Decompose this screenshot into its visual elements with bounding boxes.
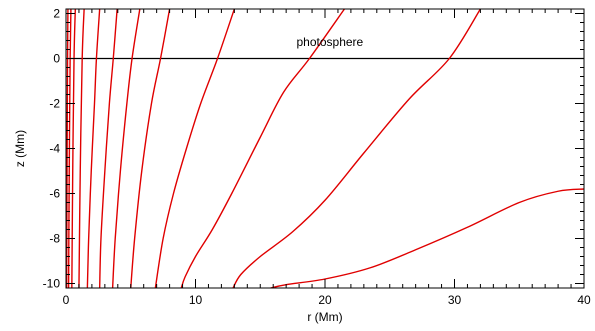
y-tick-label: -10	[43, 277, 61, 291]
y-tick-label: -2	[49, 97, 60, 111]
field-line-7	[111, 9, 141, 288]
field-line-4	[78, 9, 85, 288]
field-line-9	[154, 9, 236, 288]
field-line-11	[232, 9, 481, 288]
field-line-5	[86, 9, 101, 288]
y-axis-label: z (Mm)	[13, 130, 27, 167]
y-tick-label: -8	[49, 232, 60, 246]
field-line-1	[66, 9, 69, 288]
field-line-3	[71, 9, 77, 288]
y-tick-label: 2	[53, 7, 60, 21]
y-tick-label: -6	[49, 187, 60, 201]
x-tick-label: 20	[318, 293, 332, 307]
y-tick-label: 0	[53, 52, 60, 66]
field-line-2	[67, 9, 72, 288]
photosphere-label: photosphere	[297, 35, 364, 49]
x-tick-label: 10	[189, 293, 203, 307]
x-tick-label: 30	[448, 293, 462, 307]
plot-lines	[66, 9, 584, 288]
field-line-6	[98, 9, 118, 288]
x-axis-ticks: 0 10 20 30 40	[63, 9, 591, 307]
y-tick-label: -4	[49, 142, 60, 156]
x-tick-label: 40	[577, 293, 591, 307]
x-tick-label: 0	[63, 293, 70, 307]
y-axis-ticks: -10 -8 -6 -4 -2 0 2	[43, 7, 584, 291]
field-line-8	[130, 9, 171, 288]
field-line-12	[270, 188, 584, 288]
x-axis-label: r (Mm)	[307, 310, 342, 324]
field-line-10	[180, 9, 346, 288]
plot-frame	[65, 8, 585, 289]
